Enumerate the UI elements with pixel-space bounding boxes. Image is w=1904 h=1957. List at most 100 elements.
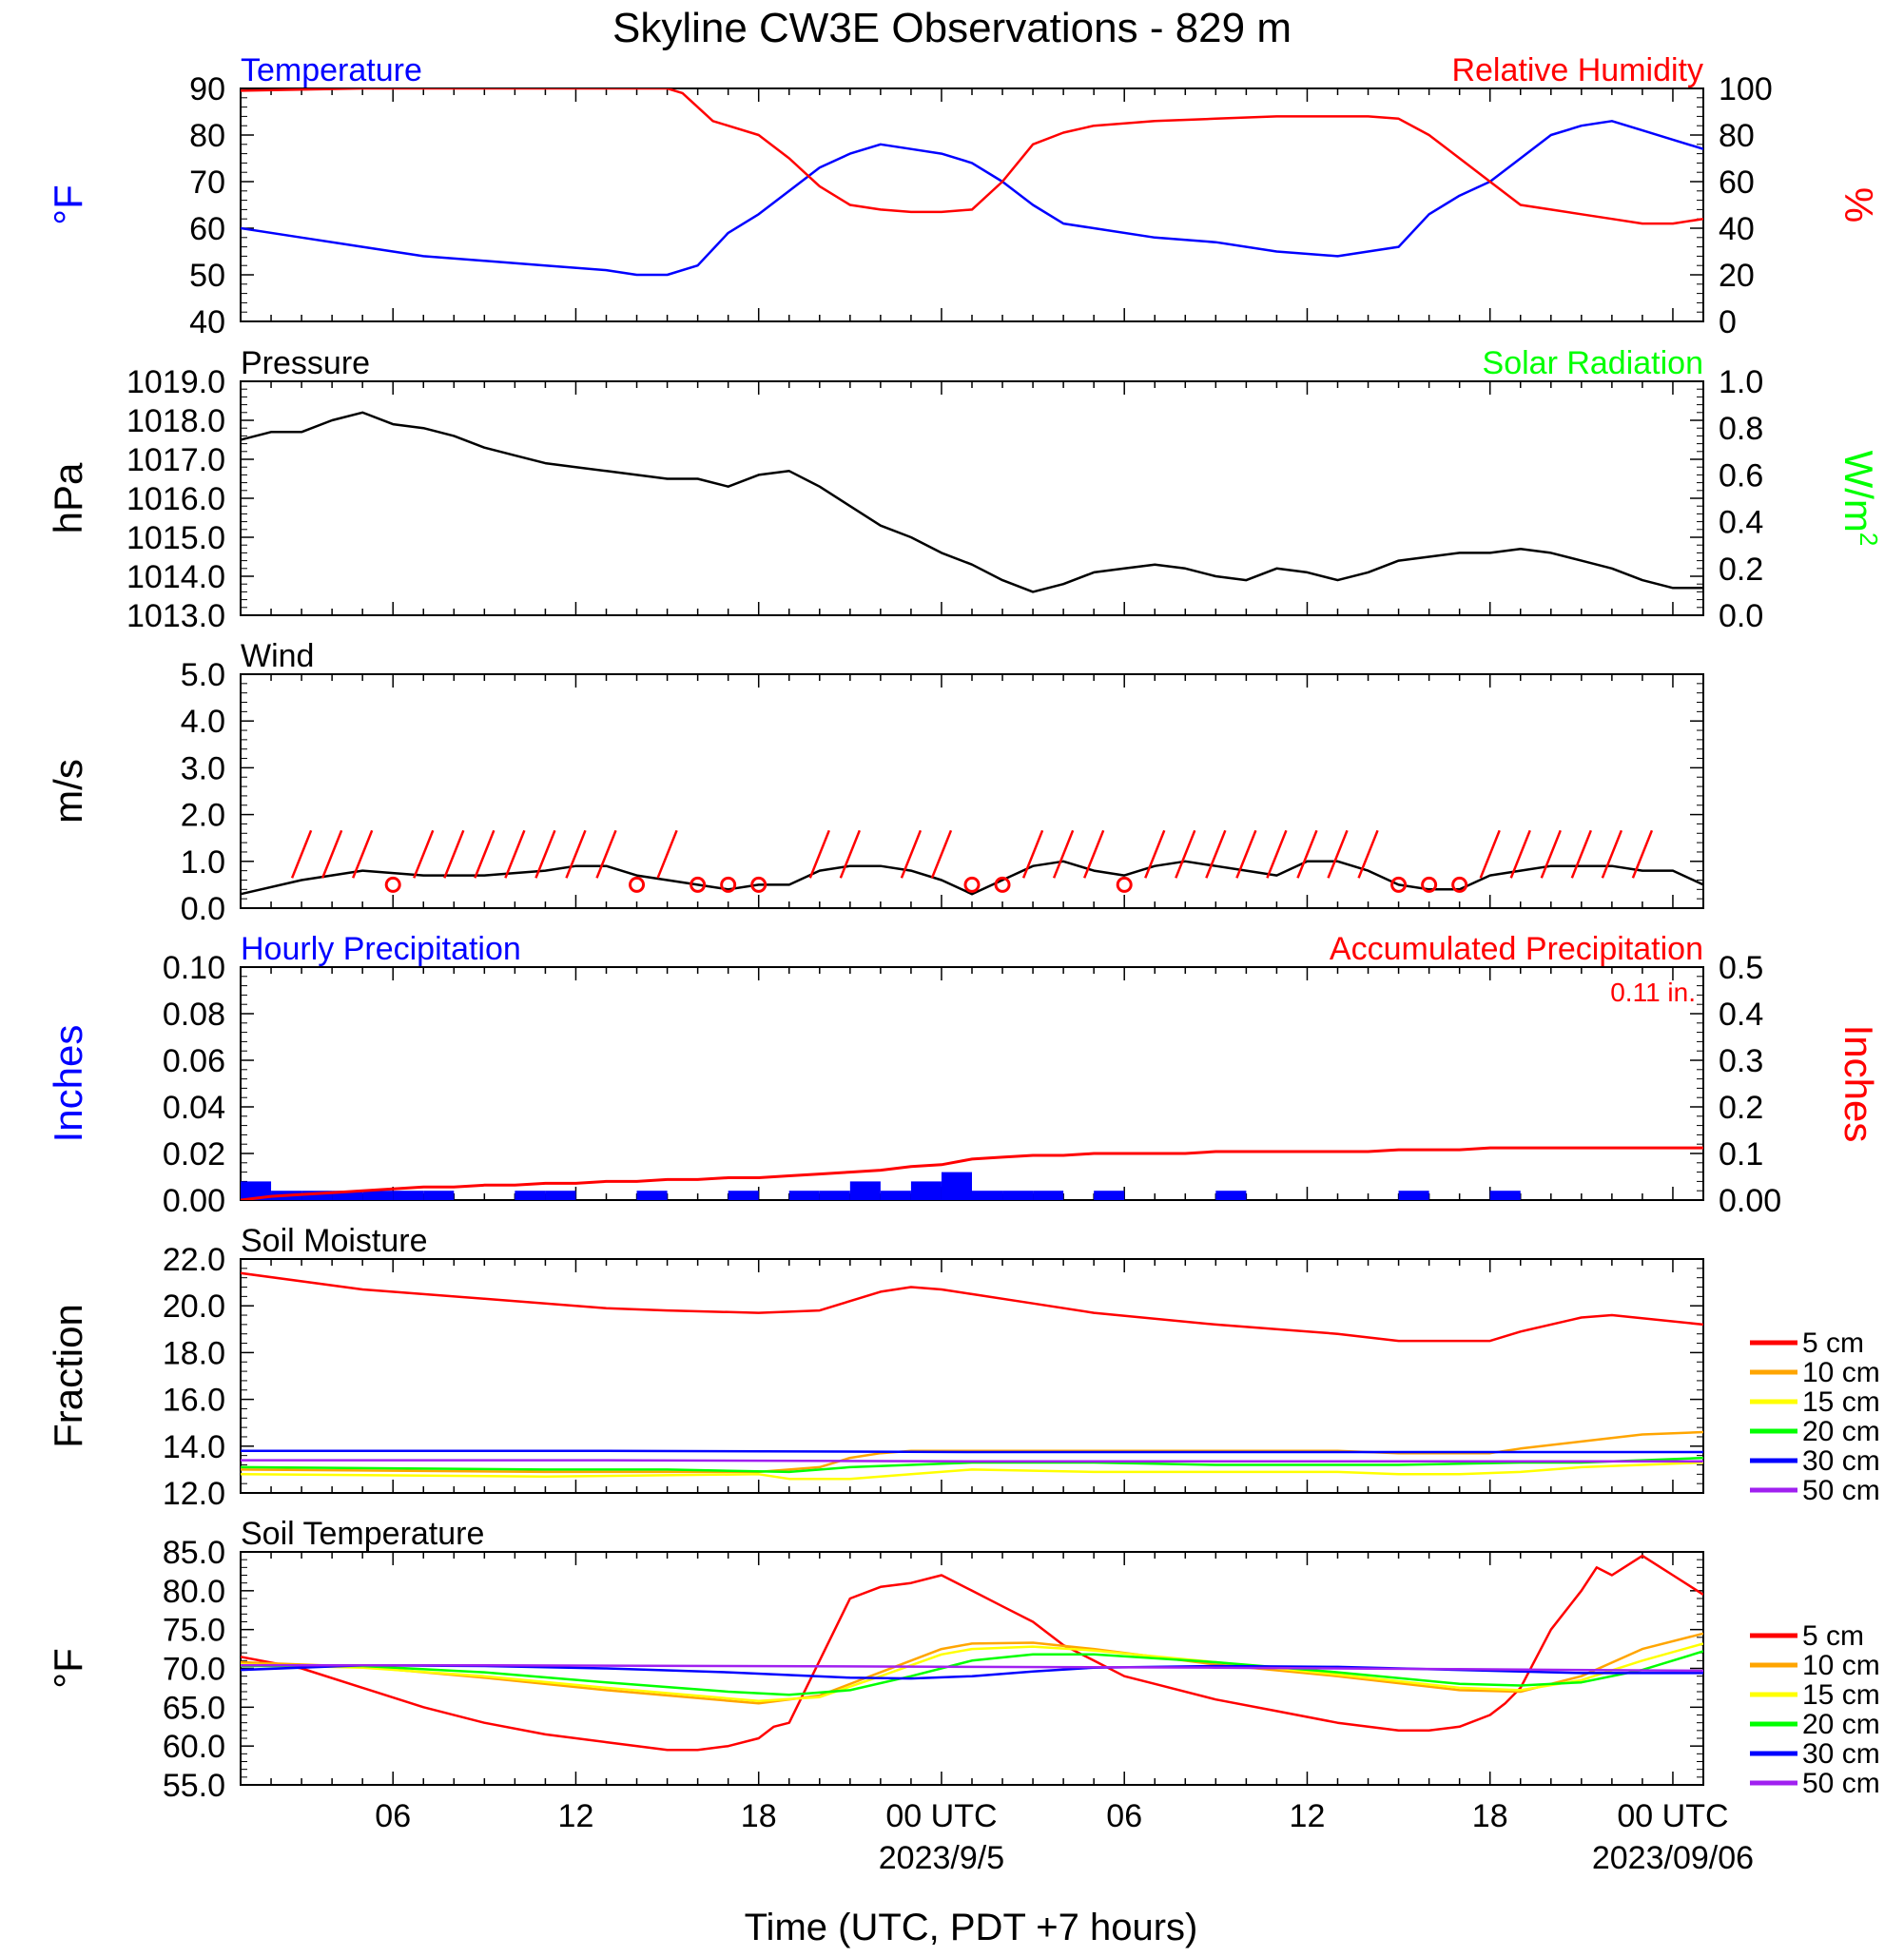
y-tick-label-left: 80.0: [163, 1574, 225, 1610]
wind-barb: [352, 829, 374, 879]
panel-title-left: Temperature: [241, 52, 422, 88]
y-tick-label-left: 70: [189, 165, 225, 201]
plot-frame: [240, 380, 1704, 616]
y-tick-label-left: 5.0: [181, 657, 225, 693]
series-line-temperature: [241, 120, 1703, 277]
y-tick-label-right: 60: [1719, 165, 1755, 201]
wind-barb: [1052, 829, 1075, 879]
y-tick-label-left: 0.00: [163, 1183, 225, 1219]
y-axis-label-left: Inches: [46, 1025, 90, 1143]
y-axis-label-superscript: 2: [1855, 533, 1883, 546]
y-tick-label-right: 0.00: [1719, 1183, 1781, 1219]
wind-barb: [1357, 829, 1379, 879]
plot-area: [241, 1146, 1703, 1200]
calm-wind-marker: [1116, 876, 1133, 893]
wind-barb: [1479, 829, 1501, 879]
hourly-precip-bar: [728, 1191, 759, 1200]
y-tick-label-right: 0.6: [1719, 457, 1763, 494]
wind-barb: [839, 829, 861, 879]
series-line-pressure: [241, 411, 1703, 593]
panel-title-left: Pressure: [241, 345, 370, 381]
y-tick-label-right: 0.0: [1719, 598, 1763, 634]
series-line-15-cm: [241, 1642, 1703, 1703]
y-tick-label-left: 60: [189, 211, 225, 247]
wind-barb: [504, 829, 526, 879]
panel-wind: 5.0 4.0 3.0 2.0 1.0 0.0 Wind m/s: [46, 638, 1704, 927]
panel-title-right: Relative Humidity: [1451, 52, 1703, 88]
plot-area: [241, 1271, 1703, 1481]
hourly-precip-bar: [332, 1191, 363, 1200]
legend-label: 15 cm: [1802, 1386, 1880, 1418]
wind-barb: [656, 829, 678, 879]
y-tick-label-left: 0.06: [163, 1043, 225, 1079]
y-tick-label-right: 0.5: [1719, 950, 1763, 986]
y-tick-label-left: 12.0: [163, 1476, 225, 1512]
x-tick-label: 00 UTC: [1617, 1798, 1728, 1834]
y-tick-label-left: 20.0: [163, 1289, 225, 1325]
y-tick-label-left: 1015.0: [126, 520, 225, 556]
wind-barb: [1205, 829, 1227, 879]
y-axis-label-right: %: [1836, 187, 1881, 223]
legend-label: 5 cm: [1802, 1327, 1864, 1359]
hourly-precip-bar: [910, 1181, 942, 1200]
wind-barb: [1601, 829, 1623, 879]
hourly-precip-bar: [545, 1191, 576, 1200]
wind-barb: [1327, 829, 1349, 879]
y-tick-label-left: 4.0: [181, 704, 225, 740]
y-tick-label-left: 1018.0: [126, 403, 225, 439]
hourly-precip-bar: [241, 1181, 272, 1200]
x-tick-label: 18: [1472, 1798, 1508, 1834]
calm-wind-marker: [1451, 876, 1468, 893]
y-tick-label-left: 22.0: [163, 1242, 225, 1278]
y-tick-label-right: 0.4: [1719, 997, 1763, 1033]
x-axis: 06 12 18 00 UTC 06 12 18 00 UTC 2023/9/5 2023/09/…: [375, 1798, 1754, 1876]
accumulated-total-label: 0.11 in.: [1610, 978, 1696, 1007]
plot-area: [241, 411, 1703, 593]
calm-wind-marker: [1421, 876, 1438, 893]
y-tick-label-right: 0.1: [1719, 1136, 1763, 1172]
y-tick-label-left: 0.02: [163, 1136, 225, 1172]
y-axis-label-left: hPa: [46, 462, 90, 533]
y-axis-label-right: W/m2: [1836, 451, 1883, 547]
x-date-label: 2023/09/06: [1592, 1840, 1754, 1876]
y-tick-label-right: 1.0: [1719, 364, 1763, 400]
panel-temperature-humidity: 90 80 70 60 50 40 100 80 60 40 20 0 Temperature Relat…: [46, 52, 1881, 340]
wind-barb: [565, 829, 587, 879]
panel-soil-temperature: 85.080.075.070.065.060.055.0 Soil Tempera…: [46, 1516, 1880, 1804]
y-tick-label-left: 0.0: [181, 891, 225, 927]
y-tick-label-left: 60.0: [163, 1729, 225, 1765]
wind-barb: [1175, 829, 1196, 879]
panel-soil-moisture: 22.0 20.0 18.0 16.0 14.0 12.0 Soil Moisture Fra…: [46, 1223, 1880, 1512]
hourly-precip-bar: [301, 1191, 333, 1200]
y-tick-label-left: 18.0: [163, 1335, 225, 1371]
y-tick-label-left: 70.0: [163, 1652, 225, 1688]
y-tick-label-left: 0.04: [163, 1090, 225, 1126]
panel-title-left: Soil Temperature: [241, 1516, 484, 1552]
y-axis-label-right: Inches: [1836, 1025, 1881, 1143]
x-tick-label: 06: [375, 1798, 411, 1834]
series-line-10-cm: [241, 1430, 1703, 1474]
wind-barb: [1540, 829, 1562, 879]
plot-area: [241, 829, 1703, 896]
hourly-precip-bar: [849, 1181, 881, 1200]
y-tick-label-left: 0.10: [163, 950, 225, 986]
wind-barb: [1631, 829, 1654, 879]
hourly-precip-bar: [972, 1191, 1003, 1200]
y-tick-label-left: 90: [189, 71, 225, 107]
y-tick-label-right: 0.2: [1719, 552, 1763, 588]
series-line-20-cm: [241, 1650, 1703, 1696]
hourly-precip-bar: [1002, 1191, 1034, 1200]
y-axis-label-left: °F: [46, 184, 90, 224]
y-tick-label-left: 50: [189, 258, 225, 294]
wind-barb: [1509, 829, 1531, 879]
hourly-precip-bar: [880, 1191, 911, 1200]
hourly-precip-bar: [1033, 1191, 1064, 1200]
x-date-label: 2023/9/5: [879, 1840, 1004, 1876]
wind-barb: [443, 829, 465, 879]
hourly-precip-bar: [393, 1191, 424, 1200]
y-tick-label-left: 85.0: [163, 1535, 225, 1571]
wind-barb: [900, 829, 923, 879]
accumulated-precip-line: [241, 1146, 1703, 1200]
x-tick-label: 12: [558, 1798, 594, 1834]
wind-barb: [1083, 829, 1105, 879]
